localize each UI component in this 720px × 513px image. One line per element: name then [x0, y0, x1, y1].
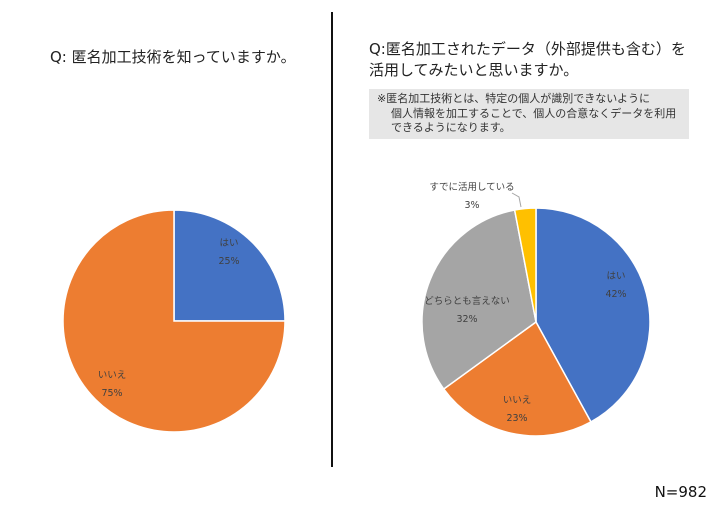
chart2-slice-label-1: はい — [606, 271, 625, 282]
chart2-slice-label-2: いいえ — [503, 395, 532, 406]
definition-note-line1: ※匿名加工技術とは、特定の個人が識別できないように — [377, 92, 650, 105]
chart2-slice-label-4: すでに活用している — [429, 181, 514, 193]
chart1-slice-label-1: はい — [219, 238, 238, 249]
chart2-slice-value-2: 23% — [506, 413, 527, 424]
chart2-slice-value-4: 3% — [464, 200, 479, 211]
chart2-title: Q:匿名加工されたデータ（外部提供も含む）を 活用してみたいと思いますか。 — [369, 39, 686, 81]
chart2-slice-value-1: 42% — [605, 289, 626, 300]
chart2-slice-value-3: 32% — [456, 314, 477, 325]
chart1-slice-value-2: 75% — [101, 388, 122, 399]
sample-size-label: N=982 — [654, 483, 707, 501]
chart2-title-line2: 活用してみたいと思いますか。 — [369, 61, 579, 79]
chart2-leader-line-4 — [511, 192, 522, 208]
chart1-slice-label-2: いいえ — [98, 370, 127, 381]
chart2-title-line1: Q:匿名加工されたデータ（外部提供も含む）を — [369, 40, 686, 58]
chart2-slice-1 — [535, 207, 651, 423]
chart2-slice-4 — [513, 207, 537, 323]
chart2-slice-label-3: どちらとも言えない — [424, 295, 510, 307]
chart2-slice-2 — [442, 320, 592, 437]
chart2-slice-3 — [421, 209, 537, 391]
definition-note: ※匿名加工技術とは、特定の個人が識別できないように 個人情報を加工することで、個… — [369, 89, 689, 139]
definition-note-line2: 個人情報を加工することで、個人の合意なくデータを利用できるようになります。 — [391, 106, 677, 135]
chart1-slice-value-1: 25% — [218, 256, 239, 267]
vertical-divider — [331, 12, 333, 467]
chart1-slice-2 — [62, 209, 286, 433]
chart1-title: Q: 匿名加工技術を知っていますか。 — [50, 48, 296, 66]
chart1-slice-1 — [173, 209, 286, 322]
